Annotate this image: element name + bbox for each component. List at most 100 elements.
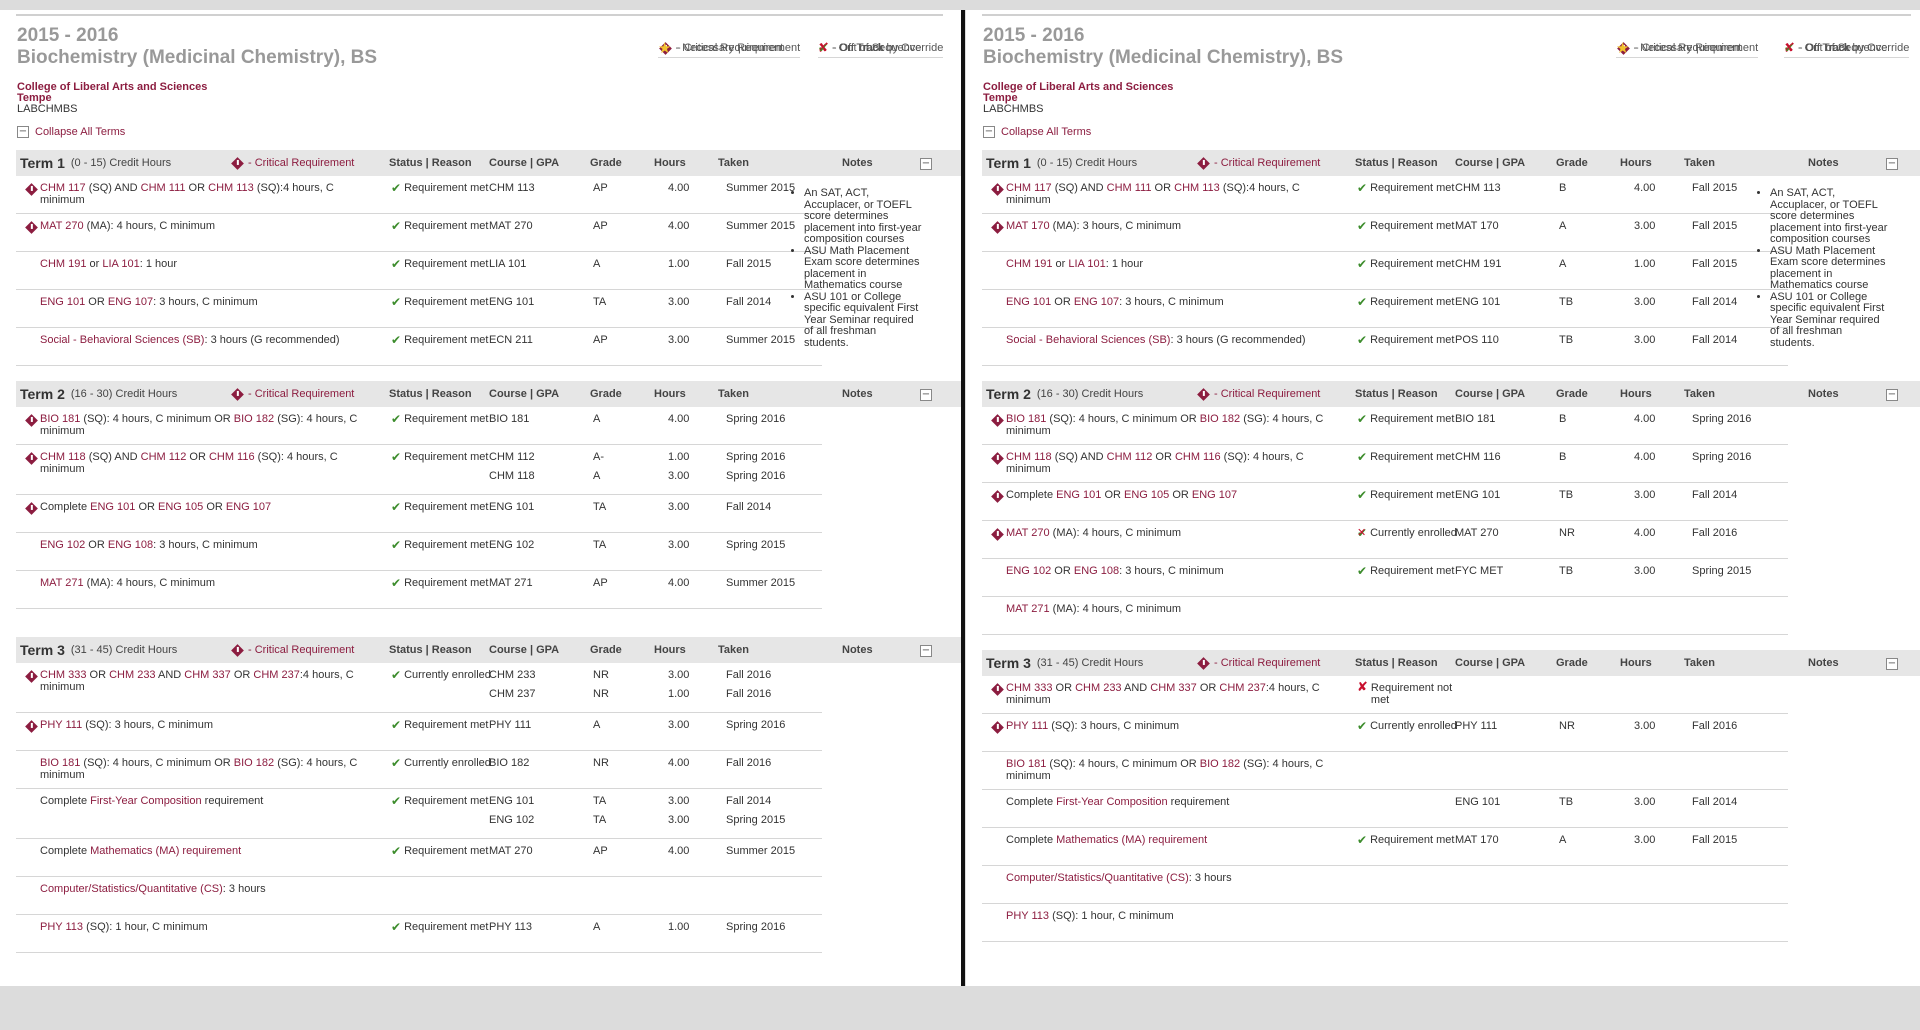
course-link[interactable]: BIO 182 <box>233 413 275 425</box>
course-header: Course | GPA <box>1455 388 1526 400</box>
course-link[interactable]: ENG 107 <box>1191 489 1238 501</box>
status-reason: ✔ Requirement met <box>391 577 491 589</box>
course-link[interactable]: ENG 101 <box>40 296 86 308</box>
term-critical-legend: - Critical Requirement <box>1196 156 1320 170</box>
course-link[interactable]: CHM 111 <box>140 182 186 194</box>
course-link[interactable]: BIO 182 <box>1199 758 1241 770</box>
course-link[interactable]: ENG 107 <box>107 296 154 308</box>
course-link[interactable]: CHM 237 <box>253 669 300 681</box>
collapse-all-terms-button[interactable]: − Collapse All Terms <box>983 126 1091 138</box>
term-critical-legend: - Critical Requirement <box>1196 387 1320 401</box>
collapse-term-button[interactable]: − <box>920 389 932 401</box>
course-link[interactable]: PHY 113 <box>40 921 84 933</box>
course-header: Course | GPA <box>1455 657 1526 669</box>
course-link[interactable]: CHM 111 <box>1106 182 1152 194</box>
course-link[interactable]: CHM 112 <box>140 451 187 463</box>
course-link[interactable]: CHM 237 <box>1219 682 1266 694</box>
course-link[interactable]: Social - Behavioral Sciences (SB) <box>40 334 205 346</box>
course-link[interactable]: BIO 181 <box>40 757 81 769</box>
critical-requirement-icon <box>991 183 1004 196</box>
course-link[interactable]: ENG 102 <box>40 539 86 551</box>
course-link[interactable]: PHY 111 <box>40 719 83 731</box>
course-link[interactable]: LIA 101 <box>102 258 140 270</box>
term-credit-hours: (16 - 30) Credit Hours <box>1036 388 1144 400</box>
course-link[interactable]: ENG 105 <box>158 501 204 513</box>
course-link[interactable]: First-Year Composition <box>1056 796 1168 808</box>
collapse-term-button[interactable]: − <box>1886 389 1898 401</box>
course-link[interactable]: ENG 107 <box>225 501 272 513</box>
course-link[interactable]: PHY 113 <box>1006 910 1050 922</box>
course-link[interactable]: CHM 333 <box>1006 682 1053 694</box>
course-link[interactable]: CHM 118 <box>1006 451 1052 463</box>
course-link[interactable]: CHM 191 <box>40 258 87 270</box>
course-link[interactable]: CHM 112 <box>1106 451 1153 463</box>
taken: Fall 2014 <box>1692 334 1738 346</box>
course-link[interactable]: CHM 113 <box>208 182 254 194</box>
course-link[interactable]: MAT 271 <box>40 577 84 589</box>
course-link[interactable]: BIO 181 <box>1006 413 1047 425</box>
course-header: Course | GPA <box>489 157 560 169</box>
course-link[interactable]: Social - Behavioral Sciences (SB) <box>1006 334 1171 346</box>
course-link[interactable]: ENG 108 <box>1073 565 1120 577</box>
grade: A <box>1559 834 1567 846</box>
requirement-text: ENG 101 OR ENG 107: 3 hours, C minimum <box>40 296 258 308</box>
status-text: Requirement met <box>404 296 489 308</box>
course-link[interactable]: MAT 270 <box>1006 527 1050 539</box>
course-link[interactable]: CHM 116 <box>1174 451 1221 463</box>
course-link[interactable]: ENG 101 <box>1056 489 1102 501</box>
taken: Spring 2015 <box>1692 565 1752 577</box>
course-link[interactable]: BIO 181 <box>1006 758 1047 770</box>
course-link[interactable]: LIA 101 <box>1068 258 1106 270</box>
course-link[interactable]: ENG 107 <box>1073 296 1120 308</box>
taken: Summer 2015 <box>726 220 796 232</box>
hours: 3.00 <box>668 296 690 308</box>
course-link[interactable]: CHM 337 <box>1150 682 1197 694</box>
requirement-row: Complete Mathematics (MA) requirement ✔ Re… <box>982 828 1788 866</box>
course-link[interactable]: CHM 116 <box>208 451 255 463</box>
collapse-term-button[interactable]: − <box>1886 158 1898 170</box>
course-link[interactable]: First-Year Composition <box>90 795 202 807</box>
on-track-icon: ✔ <box>391 718 402 732</box>
course-link[interactable]: PHY 111 <box>1006 720 1049 732</box>
course-link[interactable]: Computer/Statistics/Quantitative (CS) <box>40 883 223 895</box>
off-track-icon: ✘ <box>1357 680 1368 695</box>
collapse-term-button[interactable]: − <box>1886 658 1898 670</box>
course-link[interactable]: CHM 333 <box>40 669 87 681</box>
status-reason: ✔ Requirement met <box>1357 834 1457 846</box>
course-link[interactable]: ENG 108 <box>107 539 154 551</box>
course-link[interactable]: BIO 181 <box>40 413 81 425</box>
course-link[interactable]: CHM 117 <box>1006 182 1052 194</box>
taken: Fall 2016 <box>726 688 772 700</box>
course-link[interactable]: Computer/Statistics/Quantitative (CS) <box>1006 872 1189 884</box>
out-of-sequence-icon: ✔ <box>818 41 828 55</box>
course-link[interactable]: MAT 170 <box>1006 220 1050 232</box>
course-link[interactable]: BIO 182 <box>1199 413 1241 425</box>
taken: Fall 2014 <box>726 296 772 308</box>
course-link[interactable]: BIO 182 <box>233 757 275 769</box>
course-link[interactable]: ENG 102 <box>1006 565 1052 577</box>
course-link[interactable]: Mathematics (MA) requirement <box>90 845 242 857</box>
course-link[interactable]: CHM 118 <box>40 451 86 463</box>
collapse-all-terms-button[interactable]: − Collapse All Terms <box>17 126 125 138</box>
course-link[interactable]: CHM 113 <box>1174 182 1220 194</box>
legend-off-track-label: - Off Track <box>832 42 885 54</box>
status-reason: ✔ Requirement met <box>391 539 491 551</box>
critical-requirement-icon <box>231 387 244 401</box>
legend-on-track-label: - On Track <box>1798 42 1850 54</box>
course-link[interactable]: CHM 191 <box>1006 258 1053 270</box>
course-link[interactable]: Mathematics (MA) requirement <box>1056 834 1208 846</box>
course-link[interactable]: CHM 117 <box>40 182 86 194</box>
course-link[interactable]: MAT 270 <box>40 220 84 232</box>
course-link[interactable]: ENG 101 <box>90 501 136 513</box>
collapse-term-button[interactable]: − <box>920 158 932 170</box>
course-code: LIA 101 <box>489 258 527 270</box>
course-link[interactable]: ENG 105 <box>1124 489 1170 501</box>
requirement-text: CHM 191 or LIA 101: 1 hour <box>40 258 178 270</box>
taken: Fall 2014 <box>726 795 772 807</box>
course-link[interactable]: CHM 233 <box>109 669 156 681</box>
collapse-term-button[interactable]: − <box>920 645 932 657</box>
course-link[interactable]: ENG 101 <box>1006 296 1052 308</box>
course-link[interactable]: MAT 271 <box>1006 603 1050 615</box>
course-link[interactable]: CHM 337 <box>184 669 231 681</box>
course-link[interactable]: CHM 233 <box>1075 682 1122 694</box>
